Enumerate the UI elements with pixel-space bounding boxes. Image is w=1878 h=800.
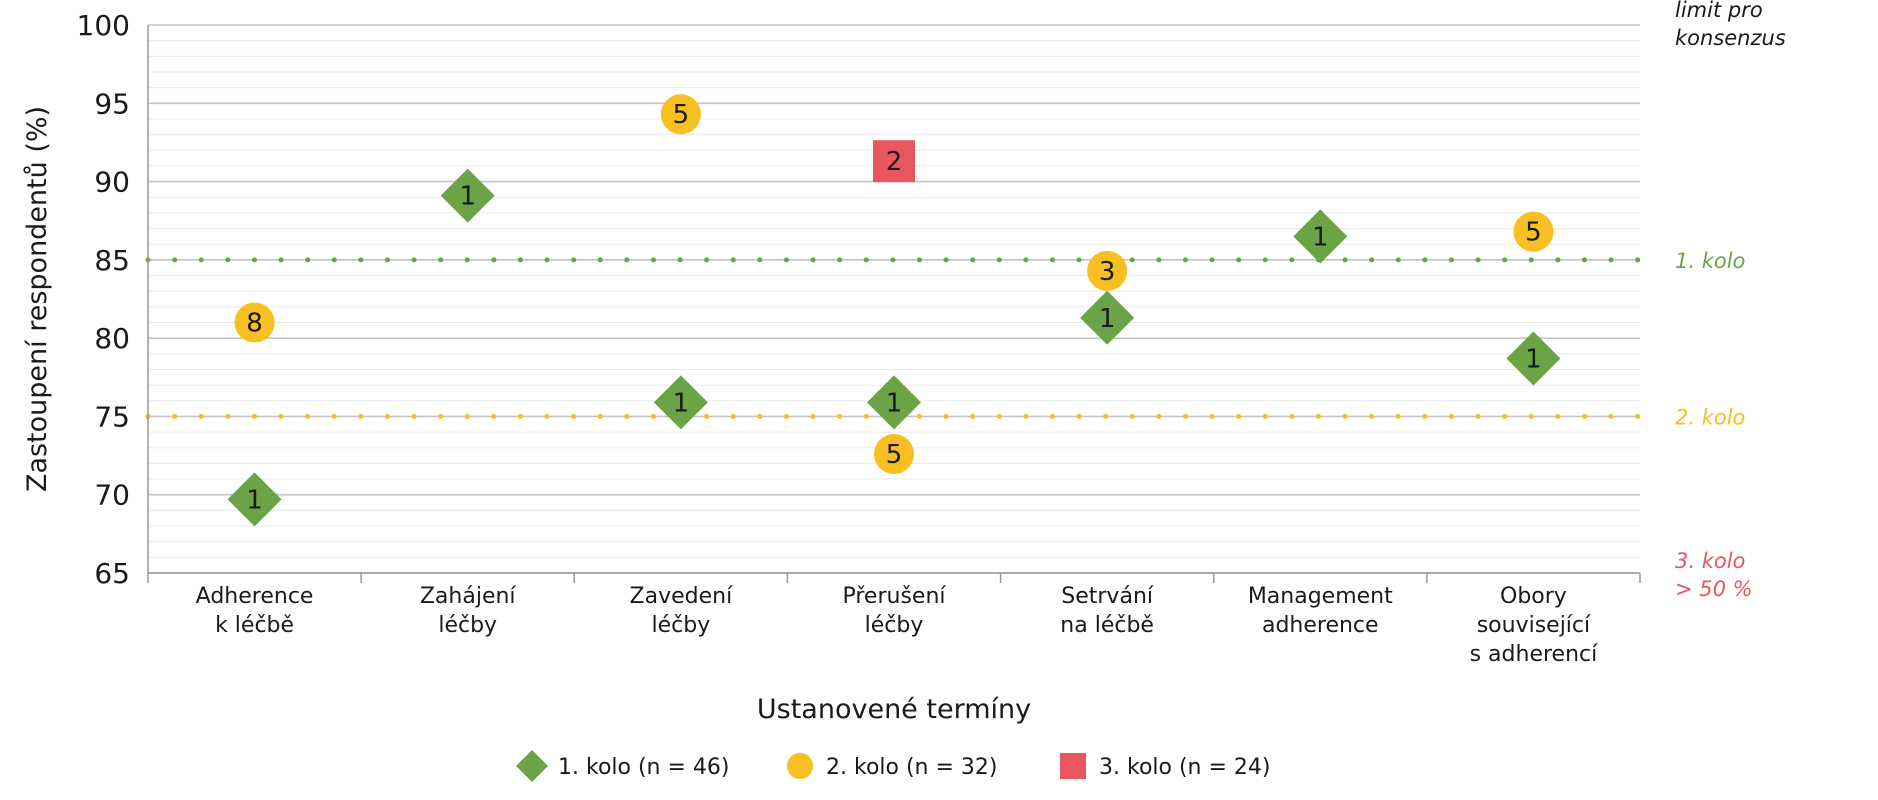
y-axis-title: Zastoupení respondentů (%) <box>22 106 53 492</box>
data-label: 5 <box>1525 218 1542 248</box>
legend-item: 1. kolo (n = 46) <box>516 750 730 782</box>
x-category-label: Setrvání na léčbě <box>1060 584 1154 638</box>
data-label: 1 <box>673 388 690 418</box>
consensus-limit-labels: limit pro konsenzus 1. kolo 2. kolo 3. kolo >… <box>1675 0 1786 601</box>
legend-label: 3. kolo (n = 24) <box>1099 755 1271 780</box>
y-tick-label: 75 <box>94 400 130 433</box>
legend-item: 3. kolo (n = 24) <box>1060 753 1271 780</box>
x-category-label: Přerušení léčby <box>842 584 946 638</box>
y-tick-label: 65 <box>94 557 130 590</box>
legend-square-icon <box>1060 753 1086 779</box>
data-label: 1 <box>1525 344 1542 374</box>
circle-marker <box>1513 211 1554 252</box>
y-tick-label: 70 <box>94 479 130 512</box>
legend-label: 2. kolo (n = 32) <box>826 755 998 780</box>
legend-item: 2. kolo (n = 32) <box>787 753 998 780</box>
threshold-label: 1. kolo <box>1675 249 1745 273</box>
data-label: 1 <box>1312 222 1329 252</box>
data-label: 1 <box>246 485 263 515</box>
legend-label: 1. kolo (n = 46) <box>558 755 730 780</box>
x-category-label: Zahájení léčby <box>420 584 517 638</box>
diamond-marker <box>440 168 495 223</box>
data-label: 5 <box>673 100 690 130</box>
data-point-circle: 5 <box>874 434 914 475</box>
data-point-diamond: 1 <box>1293 209 1348 264</box>
data-point-diamond: 1 <box>1506 331 1561 386</box>
data-label: 8 <box>246 308 263 338</box>
data-point-diamond: 1 <box>653 375 708 430</box>
diamond-marker <box>1293 209 1348 264</box>
data-label: 2 <box>886 147 903 177</box>
y-tick-label: 80 <box>94 322 130 355</box>
x-category-label: Adherence k léčbě <box>196 584 314 638</box>
data-label: 3 <box>1099 257 1116 287</box>
data-point-square: 2 <box>873 140 915 183</box>
gridlines <box>148 24 1640 574</box>
data-label: 1 <box>459 182 476 212</box>
y-tick-label: 95 <box>94 87 130 120</box>
x-axis-title: Ustanovené termíny <box>757 694 1031 725</box>
data-point-circle: 8 <box>234 302 275 343</box>
circle-marker <box>1087 250 1128 291</box>
x-category-label: Obory související s adherencí <box>1470 584 1599 667</box>
x-category-label: Zavedení léčby <box>630 584 734 638</box>
legend-circle-icon <box>787 753 813 779</box>
threshold-label: 2. kolo <box>1675 405 1745 429</box>
data-point-diamond: 1 <box>867 375 921 430</box>
data-point-circle: 5 <box>660 94 701 135</box>
square-marker <box>873 140 915 183</box>
data-label: 5 <box>886 440 903 470</box>
diamond-marker <box>227 472 282 527</box>
diamond-marker <box>1506 331 1561 386</box>
circle-marker <box>660 94 701 135</box>
data-point-circle: 5 <box>1513 211 1554 252</box>
legend-diamond-icon <box>516 750 548 782</box>
data-point-diamond: 1 <box>1080 290 1135 345</box>
diamond-marker <box>653 375 708 430</box>
consensus-limit-header: limit pro konsenzus <box>1675 0 1786 50</box>
y-tick-label: 85 <box>94 244 130 277</box>
y-tick-label: 90 <box>94 166 130 199</box>
legend: 1. kolo (n = 46) 2. kolo (n = 32) 3. kolo … <box>516 750 1271 782</box>
diamond-marker <box>867 375 921 430</box>
data-label: 1 <box>886 388 903 418</box>
round3-limit-label: 3. kolo > 50 % <box>1675 549 1753 601</box>
circle-marker <box>234 302 275 343</box>
y-tick-label: 100 <box>77 9 130 42</box>
data-label: 1 <box>1099 304 1116 334</box>
data-point-circle: 3 <box>1087 250 1128 291</box>
data-point-diamond: 1 <box>227 472 282 527</box>
circle-marker <box>874 434 914 475</box>
x-category-label: Management adherence <box>1248 584 1393 638</box>
diamond-marker <box>1080 290 1135 345</box>
data-point-diamond: 1 <box>440 168 495 223</box>
